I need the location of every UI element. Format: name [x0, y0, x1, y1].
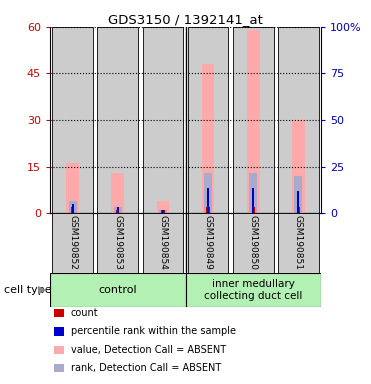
Bar [247, 30, 260, 213]
Bar [98, 27, 138, 213]
FancyBboxPatch shape [278, 213, 319, 273]
FancyBboxPatch shape [233, 213, 273, 273]
Text: control: control [98, 285, 137, 295]
FancyBboxPatch shape [50, 273, 186, 307]
Text: cell type: cell type [4, 285, 51, 295]
Bar [252, 188, 255, 213]
Bar [207, 188, 209, 213]
FancyBboxPatch shape [98, 213, 138, 273]
Bar [71, 207, 74, 213]
Bar [249, 173, 257, 213]
Text: ▶: ▶ [39, 285, 47, 295]
Bar [162, 210, 164, 213]
Bar [142, 27, 183, 213]
Bar [252, 207, 255, 213]
FancyBboxPatch shape [142, 213, 183, 273]
Text: inner medullary
collecting duct cell: inner medullary collecting duct cell [204, 279, 302, 301]
Text: GDS3150 / 1392141_at: GDS3150 / 1392141_at [108, 13, 263, 26]
Text: value, Detection Call = ABSENT: value, Detection Call = ABSENT [71, 345, 226, 355]
Text: percentile rank within the sample: percentile rank within the sample [71, 326, 236, 336]
Bar [116, 207, 119, 213]
Text: GSM190854: GSM190854 [158, 215, 167, 270]
Bar [114, 207, 122, 213]
Text: GSM190850: GSM190850 [249, 215, 258, 270]
Bar [292, 120, 305, 213]
Bar [72, 204, 74, 213]
Bar [111, 173, 124, 213]
FancyBboxPatch shape [188, 213, 229, 273]
Bar [161, 210, 164, 213]
Bar [207, 207, 210, 213]
Bar [294, 176, 302, 213]
Text: rank, Detection Call = ABSENT: rank, Detection Call = ABSENT [71, 363, 221, 373]
Text: GSM190853: GSM190853 [113, 215, 122, 270]
Text: GSM190852: GSM190852 [68, 215, 77, 270]
Text: count: count [71, 308, 98, 318]
FancyBboxPatch shape [52, 213, 93, 273]
Bar [116, 210, 119, 213]
Bar [204, 173, 212, 213]
Bar [297, 207, 300, 213]
Bar [66, 164, 79, 213]
Bar [159, 210, 167, 213]
Bar [278, 27, 319, 213]
Bar [233, 27, 273, 213]
Text: GSM190851: GSM190851 [294, 215, 303, 270]
Bar [297, 191, 299, 213]
Bar [69, 201, 77, 213]
Bar [202, 64, 214, 213]
Bar [52, 27, 93, 213]
Bar [188, 27, 229, 213]
FancyBboxPatch shape [186, 273, 321, 307]
Bar [157, 201, 169, 213]
Text: GSM190849: GSM190849 [204, 215, 213, 270]
